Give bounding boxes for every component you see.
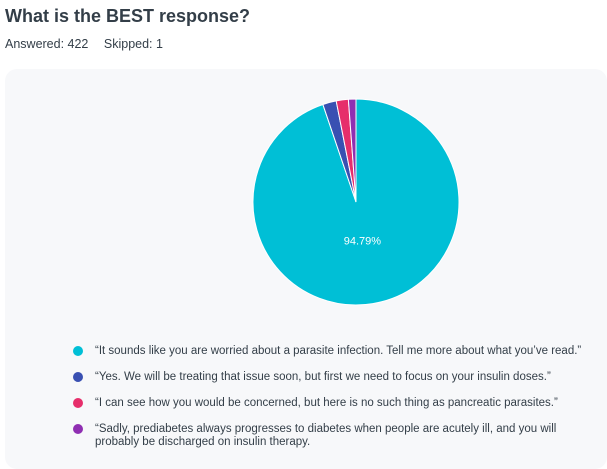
- legend-item: “It sounds like you are worried about a …: [73, 345, 603, 358]
- pie-slice[interactable]: [252, 98, 460, 306]
- legend-swatch: [73, 346, 83, 356]
- legend-label: “Sadly, prediabetes always progresses to…: [95, 423, 557, 448]
- legend-label: “Yes. We will be treating that issue soo…: [95, 371, 551, 383]
- chart-legend: “It sounds like you are worried about a …: [73, 345, 603, 449]
- legend-label: “I can see how you would be concerned, b…: [95, 397, 558, 409]
- response-stats: Answered: 422 Skipped: 1: [5, 37, 163, 51]
- skipped-count: Skipped: 1: [103, 37, 163, 51]
- legend-item: “Sadly, prediabetes always progresses to…: [73, 423, 603, 449]
- pie-chart: 94.79%: [252, 98, 460, 306]
- legend-swatch: [73, 398, 83, 408]
- question-title: What is the BEST response?: [5, 6, 251, 26]
- legend-label: “It sounds like you are worried about a …: [95, 345, 582, 357]
- legend-item: “Yes. We will be treating that issue soo…: [73, 371, 603, 384]
- legend-swatch: [73, 372, 83, 382]
- pie-data-label: 94.79%: [344, 236, 382, 248]
- legend-item: “I can see how you would be concerned, b…: [73, 397, 603, 410]
- pie-slice[interactable]: [347, 98, 357, 203]
- legend-swatch: [73, 424, 83, 434]
- answered-count: Answered: 422: [5, 37, 89, 51]
